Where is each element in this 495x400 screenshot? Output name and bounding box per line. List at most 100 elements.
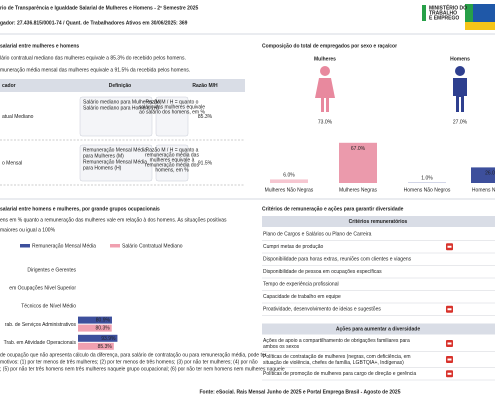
category-label: Mulheres Negras — [339, 187, 378, 193]
chart-title: salarial entre homens e mulheres, por gr… — [0, 206, 160, 212]
definition-text: para Homens (H) — [83, 165, 122, 171]
status-icon-mark — [447, 308, 452, 311]
column-header: Razão M/H — [192, 83, 218, 89]
definition-box — [79, 144, 153, 182]
bar — [270, 179, 308, 183]
report-title: rio de Transparência e Igualdade Salaria… — [0, 5, 199, 11]
column-header: cador — [2, 83, 16, 89]
indicator: o Mensal — [2, 160, 22, 166]
status-icon-mark — [447, 245, 452, 248]
definition-text: Salário mediano para Mulheres (M) — [83, 99, 162, 105]
table-header-bg — [262, 323, 495, 335]
status-icon-mark — [447, 358, 452, 361]
legend-swatch — [20, 244, 30, 248]
footer-source: Fonte: eSocial. Rais Mensal Junho de 202… — [200, 389, 401, 395]
criterion-text: Disponibilidade para horas extras, reuni… — [263, 257, 412, 263]
gov-logo-band — [465, 4, 473, 22]
criterion-text: Cumpri metas de produção — [263, 244, 324, 250]
value-label: 80.3% — [96, 326, 111, 332]
category-label: Dirigentes e Gerentes — [27, 267, 76, 273]
section-title: salarial entre mulheres e homens — [0, 43, 79, 49]
definition-text: salário das mulheres equivale — [139, 104, 205, 110]
criterion-text: Políticas de promoção de mulheres para c… — [263, 371, 416, 377]
table-header-bg — [262, 216, 495, 227]
value-label: 85.3% — [98, 344, 113, 350]
bar — [408, 182, 446, 183]
sex-share: 73.0% — [318, 119, 333, 125]
ratio: 85.3% — [198, 114, 213, 120]
indicator: atual Mediano — [2, 114, 34, 120]
table-header: Ações para aumentar a diversidade — [336, 326, 420, 332]
person-head — [455, 66, 465, 76]
gov-logo-band — [465, 22, 495, 30]
legend-label: Salário Contratual Mediano — [122, 243, 183, 249]
category-label: Homens Negros — [472, 187, 495, 193]
definition-text: Salário mediano para Homens (H) — [83, 105, 159, 111]
definition-text: mulheres equivale à — [150, 157, 195, 163]
table-header: Critérios remuneratórios — [349, 219, 408, 225]
bar — [78, 324, 112, 332]
ministry-name: MINISTÉRIO DO — [429, 3, 467, 11]
bar — [78, 342, 114, 350]
sex-share: 27.0% — [453, 119, 468, 125]
category-label: Mulheres Não Negras — [265, 187, 314, 193]
bar — [339, 142, 377, 183]
status-icon-mark — [447, 342, 452, 345]
category-label: Trab. em Atividade Operacionais — [4, 340, 77, 346]
definition-text: para Mulheres (M) — [83, 153, 124, 159]
legend-swatch — [110, 244, 120, 248]
note-text: lário contratual mediano das mulheres eq… — [0, 55, 186, 61]
definition-box — [155, 96, 189, 137]
person-head — [320, 66, 330, 76]
value-label: 1.0% — [421, 176, 433, 182]
criterion-text: Disponibilidade de pessoa em ocupações e… — [263, 269, 382, 275]
value-label: 67.0% — [351, 146, 366, 152]
chart-subtitle: ens em % quanto a remuneração das mulher… — [0, 217, 227, 223]
definition-text: Remuneração Mensal Média — [83, 159, 147, 165]
value-label: 26.0 — [485, 171, 495, 177]
value-label: 6.0% — [283, 173, 295, 179]
category-label: Homens Não Negros — [404, 187, 451, 193]
table-header-bg — [0, 79, 245, 92]
chart-subtitle: maiores ou igual a 100% — [0, 227, 56, 233]
sex-name: Homens — [450, 56, 470, 62]
footnote: de ocupação que não apresenta cálculo da… — [0, 352, 267, 358]
legend-label: Remuneração Mensal Média — [32, 243, 96, 249]
criterion-text: Proatividade, desenvolvimento de ideias … — [263, 307, 381, 313]
category-label: rab. de Serviços Administrativos — [5, 322, 77, 328]
category-label: em Ocupações Nível Superior — [9, 286, 76, 292]
footnote: ; (5) por não ter três homens nem três m… — [0, 366, 285, 372]
bar — [471, 167, 495, 183]
ministry-bar — [422, 5, 426, 21]
criterion-text: Plano de Cargos e Salários ou Plano de C… — [263, 232, 372, 238]
definition-text: remuneração média dos — [145, 162, 199, 168]
bar — [78, 334, 118, 342]
ratio: 91.5% — [198, 160, 213, 166]
section-title: Critérios de remuneração e ações para ga… — [262, 206, 404, 212]
ministry-name: TRABALHO — [429, 10, 457, 16]
category-label: Técnicos de Nível Médio — [21, 304, 76, 310]
definition-text: remuneração média das — [145, 152, 199, 158]
criterion-text: Políticas de contratação de mulheres (ne… — [263, 354, 411, 360]
person-body — [453, 78, 467, 112]
criterion-text: situação de violência, chefes de família… — [263, 360, 404, 366]
bar — [78, 316, 112, 324]
definition-text: homens, em % — [155, 167, 189, 173]
value-label: 80.9% — [96, 318, 111, 324]
definition-box — [79, 96, 153, 137]
criterion-text: Tempo de experiência profissional — [263, 282, 339, 288]
column-header: Definição — [109, 83, 132, 89]
criterion-text: Ações de apoio a compartilhamento de obr… — [263, 338, 410, 344]
definition-text: ao salário dos homens, em % — [139, 109, 205, 115]
criterion-text: ambos os sexos — [263, 344, 300, 350]
sex-name: Mulheres — [314, 56, 336, 62]
ministry-name: E EMPREGO — [429, 15, 459, 21]
note-text: muneração média mensal das mulheres equi… — [0, 67, 190, 73]
definition-text: Remuneração Mensal Média — [83, 147, 147, 153]
footnote: motivos: (1) por ter menos de três mulhe… — [0, 359, 258, 365]
definition-box — [155, 144, 189, 182]
chart-title: Composição do total de empregados por se… — [262, 43, 397, 49]
status-icon-mark — [447, 372, 452, 375]
value-label: 93.9% — [101, 336, 116, 342]
